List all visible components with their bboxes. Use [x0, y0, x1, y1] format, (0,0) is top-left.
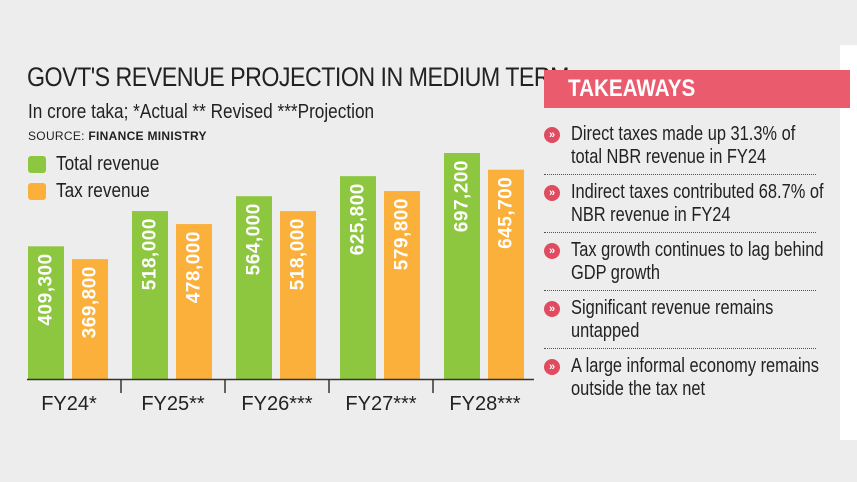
bar-total-revenue	[340, 176, 376, 379]
bar-value-label: 518,000	[140, 218, 161, 290]
x-tick-label: FY26***	[241, 393, 312, 415]
right-edge-strip	[840, 45, 857, 440]
bar-total-revenue	[444, 153, 480, 379]
legend-total-revenue: Total revenue	[28, 152, 176, 175]
chart-subtitle: In crore taka; *Actual ** Revised ***Pro…	[28, 101, 375, 123]
chevron-right-icon: »	[544, 185, 560, 201]
chart-source: SOURCE: FINANCE MINISTRY	[28, 129, 207, 143]
bar-value-label: 579,800	[392, 198, 413, 270]
bar-tax-revenue	[280, 211, 316, 379]
legend-swatch-total	[28, 155, 46, 173]
bar-value-label: 369,800	[80, 266, 101, 338]
bar-tax-revenue	[488, 169, 524, 379]
bar-value-label: 697,200	[452, 160, 473, 232]
x-tick-label: FY25**	[141, 393, 205, 415]
takeaway-text: Indirect taxes contributed 68.7% of NBR …	[571, 181, 824, 226]
chart-title: GOVT'S REVENUE PROJECTION IN MEDIUM TERM	[27, 62, 570, 92]
bar-total-revenue	[132, 211, 168, 379]
bar-tax-revenue	[176, 224, 212, 379]
bar-chart: 409,300 369,800 FY24* 518,000 478,000 FY25** 5…	[27, 153, 534, 415]
takeaways-heading: TAKEAWAYS	[568, 75, 696, 102]
chevron-right-icon: »	[544, 243, 560, 259]
bar-value-label: 409,300	[36, 253, 57, 325]
x-tick-label: FY24*	[41, 393, 97, 415]
chevron-right-icon: »	[544, 301, 560, 317]
source-prefix: SOURCE:	[28, 129, 89, 143]
takeaway-text: A large informal economy remains outside…	[571, 355, 819, 400]
bar-value-label: 564,000	[244, 203, 265, 275]
x-tick-label: FY27***	[345, 393, 416, 415]
bar-value-label: 625,800	[348, 183, 369, 255]
takeaway-item: » Significant revenue remains untapped	[544, 297, 816, 349]
legend-label-total: Total revenue	[56, 152, 160, 175]
takeaways-header: TAKEAWAYS	[544, 70, 850, 108]
legend-label-tax: Tax revenue	[56, 179, 150, 202]
x-tick-label: FY28***	[449, 393, 520, 415]
bar-tax-revenue	[72, 259, 108, 379]
source-name: FINANCE MINISTRY	[88, 129, 207, 143]
bar-value-label: 645,700	[496, 177, 517, 249]
takeaway-item: » Indirect taxes contributed 68.7% of NB…	[544, 181, 824, 233]
chevron-right-icon: »	[544, 127, 560, 143]
bar-value-label: 518,000	[288, 218, 309, 290]
legend-tax-revenue: Tax revenue	[28, 179, 165, 202]
takeaway-text: Tax growth continues to lag behind GDP g…	[571, 239, 824, 284]
takeaways-list: » Direct taxes made up 31.3% of total NB…	[544, 123, 824, 412]
takeaway-item: » A large informal economy remains outsi…	[544, 355, 819, 406]
bar-total-revenue	[236, 196, 272, 379]
takeaway-text: Significant revenue remains untapped	[571, 297, 774, 342]
bar-total-revenue	[28, 246, 64, 379]
takeaway-item: » Direct taxes made up 31.3% of total NB…	[544, 123, 816, 175]
bar-value-label: 478,000	[184, 231, 205, 303]
takeaway-text: Direct taxes made up 31.3% of total NBR …	[571, 123, 796, 168]
legend-swatch-tax	[28, 182, 46, 200]
chevron-right-icon: »	[544, 359, 560, 375]
takeaway-item: » Tax growth continues to lag behind GDP…	[544, 239, 824, 291]
bar-tax-revenue	[384, 191, 420, 379]
